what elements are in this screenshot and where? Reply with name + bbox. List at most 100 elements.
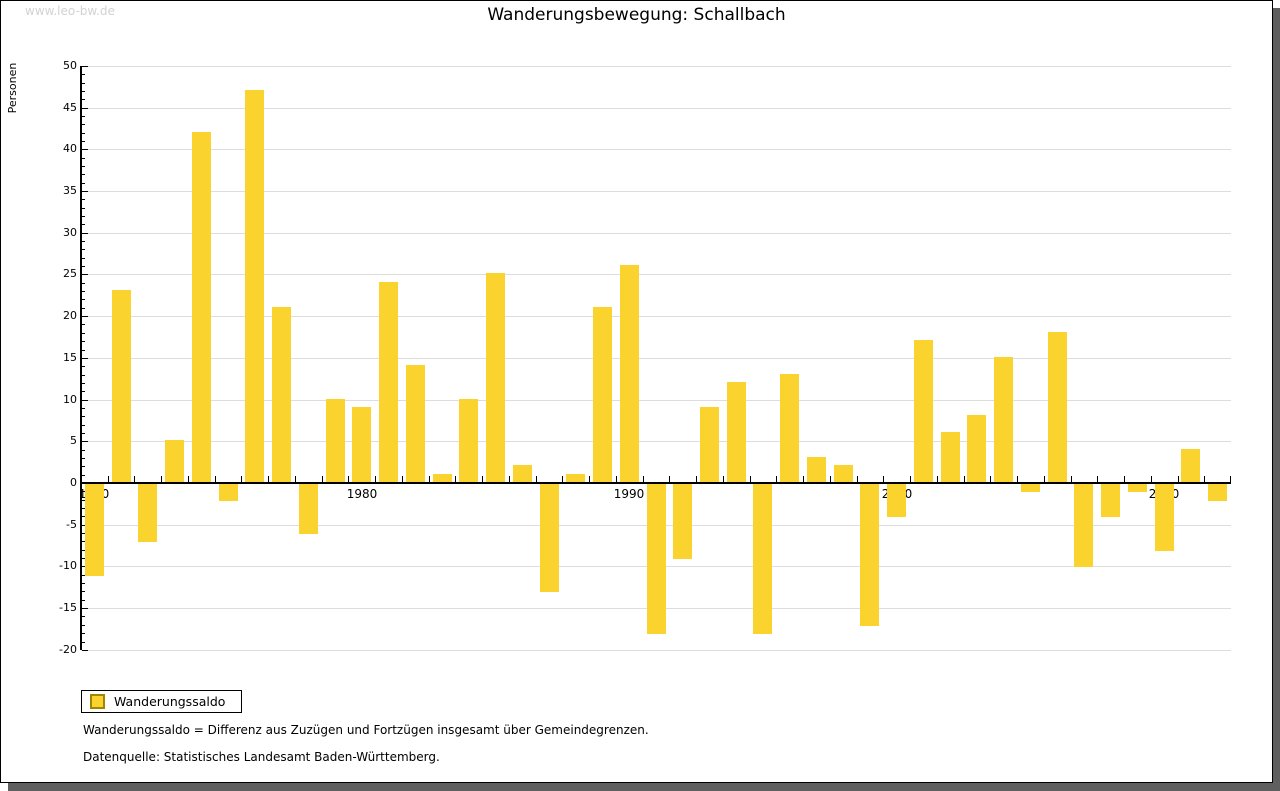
y-tick--8	[82, 550, 85, 551]
bar-1978	[299, 484, 318, 534]
x-axis-label-1990: 1990	[613, 487, 645, 501]
x-tick-40	[1151, 476, 1152, 482]
y-tick-label-35: 35	[63, 184, 77, 197]
y-tick--15	[82, 608, 88, 609]
bar-1995	[753, 484, 772, 634]
bar-1988	[566, 474, 585, 482]
x-tick-39	[1124, 476, 1125, 482]
y-tick-43	[82, 124, 85, 125]
x-tick-4	[188, 476, 189, 482]
y-tick--4	[82, 516, 85, 517]
y-tick-23	[82, 291, 85, 292]
x-tick-24	[723, 476, 724, 482]
x-tick-19	[589, 476, 590, 482]
x-tick-31	[910, 476, 911, 482]
y-tick--3	[82, 508, 85, 509]
gridline-30	[81, 233, 1231, 234]
bar-1980	[352, 407, 371, 482]
bar-2003	[967, 415, 986, 482]
gridline-10	[81, 400, 1231, 401]
gridline-40	[81, 149, 1231, 150]
bar-1989	[593, 307, 612, 482]
x-tick-20	[616, 476, 617, 482]
watermark: www.leo-bw.de	[25, 4, 115, 18]
y-tick-30	[82, 233, 88, 234]
bar-1973	[165, 440, 184, 482]
chart-title: Wanderungsbewegung: Schallbach	[487, 5, 786, 25]
x-tick-41	[1178, 476, 1179, 482]
x-tick-37	[1071, 476, 1072, 482]
x-tick-16	[509, 476, 510, 482]
x-tick-8	[295, 476, 296, 482]
legend-swatch-icon	[90, 694, 105, 709]
x-tick-1	[108, 476, 109, 482]
y-tick-9	[82, 408, 85, 409]
x-tick-25	[750, 476, 751, 482]
x-tick-12	[402, 476, 403, 482]
x-tick-34	[990, 476, 991, 482]
bar-2011	[1181, 449, 1200, 482]
bar-1987	[540, 484, 559, 592]
y-tick-18	[82, 333, 85, 334]
bar-2010	[1155, 484, 1174, 551]
y-tick-25	[82, 274, 88, 275]
bar-2007	[1074, 484, 1093, 567]
x-tick-33	[964, 476, 965, 482]
bar-1992	[673, 484, 692, 559]
y-tick-36	[82, 183, 85, 184]
x-tick-23	[696, 476, 697, 482]
gridline--20	[81, 650, 1231, 651]
y-tick-label-10: 10	[63, 393, 77, 406]
y-tick-label--20: -20	[59, 643, 77, 656]
bar-1971	[112, 290, 131, 482]
y-tick-label-45: 45	[63, 101, 77, 114]
x-tick-36	[1044, 476, 1045, 482]
x-tick-38	[1097, 476, 1098, 482]
y-tick--19	[82, 642, 85, 643]
bar-1983	[433, 474, 452, 482]
bar-2006	[1048, 332, 1067, 482]
bar-1985	[486, 273, 505, 482]
y-tick-3	[82, 458, 85, 459]
x-tick-7	[268, 476, 269, 482]
y-tick-47	[82, 91, 85, 92]
gridline-35	[81, 191, 1231, 192]
y-tick--1	[82, 491, 85, 492]
gridline-50	[81, 66, 1231, 67]
legend: Wanderungssaldo	[81, 690, 242, 713]
x-tick-42	[1204, 476, 1205, 482]
y-tick-20	[82, 316, 88, 317]
x-axis-line	[80, 482, 1231, 484]
bar-2009	[1128, 484, 1147, 492]
bar-1974	[192, 132, 211, 482]
legend-label: Wanderungssaldo	[114, 694, 226, 709]
x-tick-10	[348, 476, 349, 482]
y-tick-label-5: 5	[70, 434, 77, 447]
y-tick--14	[82, 600, 85, 601]
x-tick-27	[803, 476, 804, 482]
x-tick-30	[883, 476, 884, 482]
x-tick-3	[161, 476, 162, 482]
bar-2001	[914, 340, 933, 482]
x-axis-label-1980: 1980	[346, 487, 378, 501]
x-tick-21	[643, 476, 644, 482]
y-tick-label-25: 25	[63, 267, 77, 280]
x-tick-22	[669, 476, 670, 482]
y-tick-14	[82, 366, 85, 367]
bar-1991	[647, 484, 666, 634]
x-tick-29	[857, 476, 858, 482]
y-tick--6	[82, 533, 85, 534]
x-tick-end	[1230, 476, 1231, 482]
y-tick-48	[82, 83, 85, 84]
y-tick-label-15: 15	[63, 351, 77, 364]
bar-1972	[138, 484, 157, 542]
y-tick-42	[82, 133, 85, 134]
x-tick-5	[215, 476, 216, 482]
y-tick-label--15: -15	[59, 601, 77, 614]
bar-1986	[513, 465, 532, 482]
x-tick-6	[241, 476, 242, 482]
y-tick--17	[82, 625, 85, 626]
y-tick-15	[82, 358, 88, 359]
window-shadow-bottom	[8, 783, 1280, 791]
y-tick-32	[82, 216, 85, 217]
